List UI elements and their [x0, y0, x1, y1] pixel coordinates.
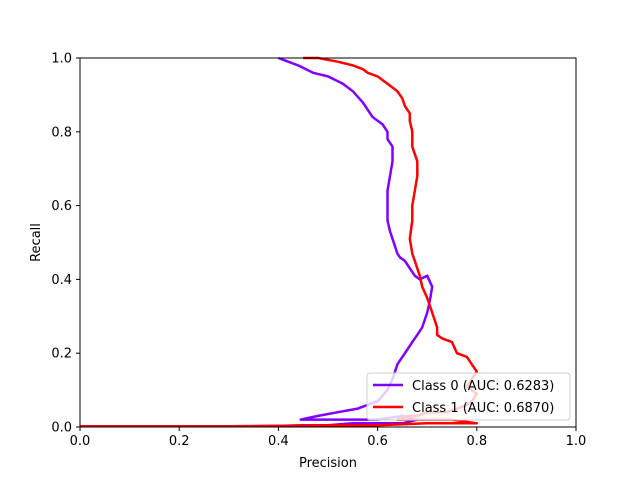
legend-box: [366, 372, 571, 421]
legend: Class 0 (AUC: 0.6283) Class 1 (AUC: 0.68…: [366, 372, 571, 421]
x-tick-label: 0.6: [367, 434, 388, 449]
x-tick-label: 0.8: [466, 434, 487, 449]
x-tick-label: 1.0: [566, 434, 587, 449]
legend-label-class-0: Class 0 (AUC: 0.6283): [412, 379, 554, 394]
x-tick-label: 0.2: [169, 434, 190, 449]
y-tick-label: 0.4: [51, 273, 72, 288]
x-tick-label: 0.4: [268, 434, 289, 449]
y-tick-label: 0.6: [51, 199, 72, 214]
y-tick-label: 0.0: [51, 421, 72, 436]
legend-label-class-1: Class 1 (AUC: 0.6870): [412, 401, 554, 416]
x-axis-label: Precision: [299, 456, 357, 471]
y-tick-label: 1.0: [51, 52, 72, 67]
x-axis-ticks: 0.0 0.2 0.4 0.6 0.8 1.0: [70, 427, 587, 449]
y-axis-ticks: 0.0 0.2 0.4 0.6 0.8 1.0: [51, 52, 80, 436]
y-tick-label: 0.2: [51, 347, 72, 362]
x-tick-label: 0.0: [70, 434, 91, 449]
y-axis-label: Recall: [29, 223, 44, 262]
y-tick-label: 0.8: [51, 125, 72, 140]
axes-frame: [79, 57, 577, 428]
